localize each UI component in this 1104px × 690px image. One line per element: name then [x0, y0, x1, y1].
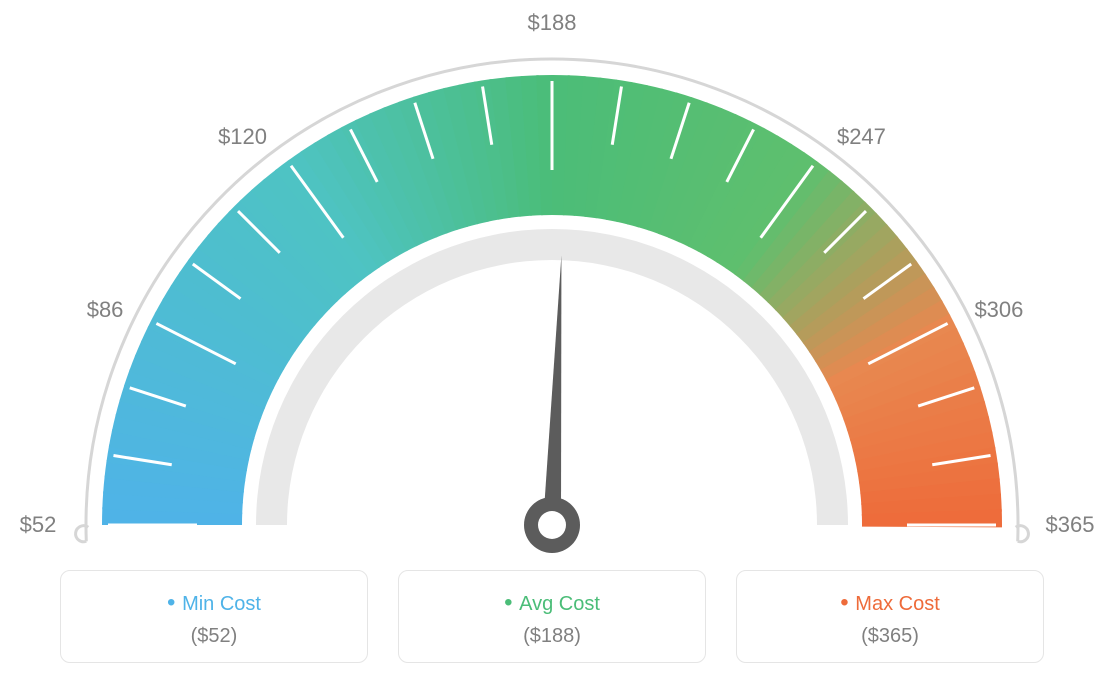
- tick-label: $247: [837, 124, 886, 150]
- legend-card: Min Cost ($52): [60, 570, 368, 663]
- tick-label: $306: [974, 297, 1023, 323]
- tick-label: $86: [87, 297, 124, 323]
- legend-row: Min Cost ($52) Avg Cost ($188) Max Cost ($365…: [0, 570, 1104, 663]
- legend-value: ($52): [71, 625, 357, 648]
- legend-title: Min Cost: [71, 589, 357, 617]
- needle: [543, 255, 561, 525]
- gauge-svg: [0, 0, 1104, 560]
- tick-label: $120: [218, 124, 267, 150]
- legend-value: ($365): [747, 625, 1033, 648]
- legend-card: Max Cost ($365): [736, 570, 1044, 663]
- gauge-chart: $52 $86 $120 $188 $247 $306 $365: [0, 0, 1104, 560]
- tick-label: $188: [528, 10, 577, 36]
- legend-title: Avg Cost: [409, 589, 695, 617]
- tick-label: $52: [20, 512, 57, 538]
- legend-value: ($188): [409, 625, 695, 648]
- tick-label: $365: [1046, 512, 1095, 538]
- legend-title: Max Cost: [747, 589, 1033, 617]
- legend-card: Avg Cost ($188): [398, 570, 706, 663]
